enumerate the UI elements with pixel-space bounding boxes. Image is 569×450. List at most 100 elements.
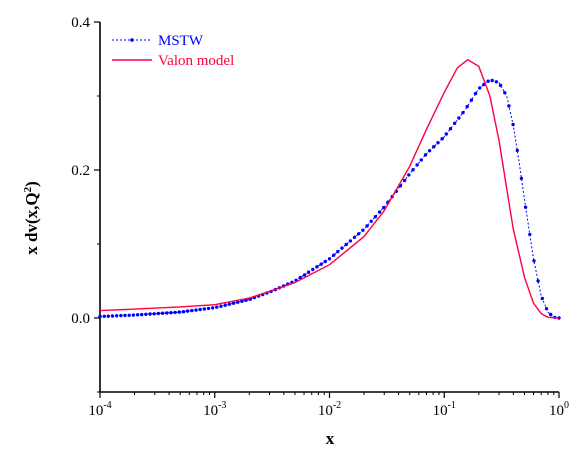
mstw-marker	[532, 259, 536, 263]
mstw-marker	[507, 104, 511, 108]
mstw-marker	[549, 312, 553, 317]
mstw-line	[99, 79, 560, 319]
x-tick-label-base: 10	[88, 403, 103, 419]
mstw-marker	[315, 265, 319, 269]
x-tick-label-exp: 0	[564, 400, 569, 411]
mstw-marker	[332, 253, 336, 257]
mstw-marker	[102, 314, 106, 318]
x-tick-label-base: 10	[203, 403, 218, 419]
axis-ticks: 0.00.20.410-4 10-3 10-2 10-1 100	[71, 15, 569, 419]
mstw-marker	[119, 313, 123, 318]
y-axis-title: x dv(x,Q2)	[22, 181, 41, 255]
mstw-marker	[131, 313, 136, 317]
mstw-marker	[215, 305, 219, 309]
legend-label: MSTW	[158, 33, 204, 49]
plot-frame	[99, 22, 559, 393]
y-tick-label: 0.0	[71, 311, 90, 327]
mstw-marker	[448, 127, 453, 131]
x-axis-title: x	[326, 429, 335, 448]
mstw-marker	[402, 178, 407, 183]
y-tick-label: 0.2	[71, 163, 90, 179]
mstw-marker	[478, 86, 482, 90]
mstw-marker	[190, 308, 194, 313]
mstw-marker	[415, 163, 419, 167]
mstw-marker	[357, 232, 361, 236]
mstw-marker	[352, 235, 357, 239]
mstw-marker	[140, 312, 144, 317]
mstw-marker	[236, 300, 240, 304]
mstw-marker	[194, 308, 198, 312]
mstw-marker	[511, 122, 515, 127]
mstw-marker	[323, 259, 327, 264]
mstw-marker	[135, 313, 140, 317]
mstw-marker	[127, 313, 131, 317]
mstw-marker	[377, 210, 382, 214]
mstw-marker	[536, 279, 540, 283]
x-tick-label-exp: -3	[218, 400, 226, 411]
mstw-marker	[211, 306, 215, 310]
mstw-marker	[206, 306, 211, 311]
mstw-marker	[202, 307, 206, 311]
mstw-marker	[98, 314, 102, 319]
x-tick-label: 10-2	[318, 400, 341, 419]
mstw-marker	[181, 310, 186, 314]
mstw-marker	[185, 309, 190, 313]
mstw-marker	[419, 158, 423, 162]
mstw-marker	[177, 310, 181, 314]
x-tick-label: 10-1	[433, 400, 456, 419]
mstw-marker	[423, 153, 428, 157]
mstw-marker	[311, 267, 315, 272]
mstw-marker	[540, 296, 544, 301]
series-1	[99, 58, 560, 319]
x-tick-label-exp: -1	[448, 400, 456, 411]
mstw-marker	[444, 132, 448, 136]
mstw-marker	[515, 148, 519, 153]
x-tick-label: 100	[549, 400, 569, 419]
mstw-marker	[348, 239, 353, 243]
mstw-marker	[336, 249, 340, 254]
mstw-marker	[373, 215, 378, 219]
mstw-marker	[306, 270, 311, 274]
mstw-marker	[469, 98, 474, 102]
mstw-marker	[231, 301, 236, 305]
mstw-marker	[173, 310, 177, 315]
mstw-marker	[461, 110, 465, 115]
mstw-marker	[361, 228, 365, 232]
x-tick-label-base: 10	[549, 403, 564, 419]
y-axis-title-sup: 2	[22, 186, 34, 192]
mstw-marker	[486, 79, 490, 83]
mstw-marker	[344, 242, 348, 247]
mstw-marker	[319, 262, 323, 266]
mstw-marker	[494, 80, 499, 84]
mstw-marker	[490, 78, 494, 83]
mstw-marker	[223, 303, 227, 307]
mstw-marker	[519, 176, 524, 181]
x-tick-label-exp: -4	[103, 400, 111, 411]
mstw-marker	[110, 314, 115, 318]
legend: MSTW Valon model	[112, 33, 234, 69]
mstw-marker	[123, 313, 127, 318]
mstw-marker	[465, 104, 469, 109]
mstw-marker	[169, 311, 173, 315]
mstw-marker	[227, 302, 232, 306]
mstw-marker	[106, 314, 111, 318]
mstw-marker	[219, 304, 223, 308]
mstw-marker	[523, 205, 528, 209]
mstw-marker	[156, 311, 161, 316]
mstw-marker	[340, 246, 344, 250]
x-tick-label-exp: -2	[333, 400, 341, 411]
mstw-marker	[302, 273, 307, 277]
x-tick-label-base: 10	[433, 403, 448, 419]
mstw-marker	[457, 116, 461, 120]
legend-marker-mstw	[130, 38, 134, 42]
mstw-marker	[440, 137, 444, 141]
mstw-marker	[365, 224, 369, 228]
mstw-marker	[528, 232, 532, 237]
x-tick-label: 10-4	[88, 400, 111, 419]
mstw-marker	[298, 275, 302, 280]
series-0	[98, 78, 561, 320]
mstw-marker	[498, 83, 503, 88]
mstw-marker	[198, 307, 202, 312]
valon-model-line	[99, 58, 560, 319]
